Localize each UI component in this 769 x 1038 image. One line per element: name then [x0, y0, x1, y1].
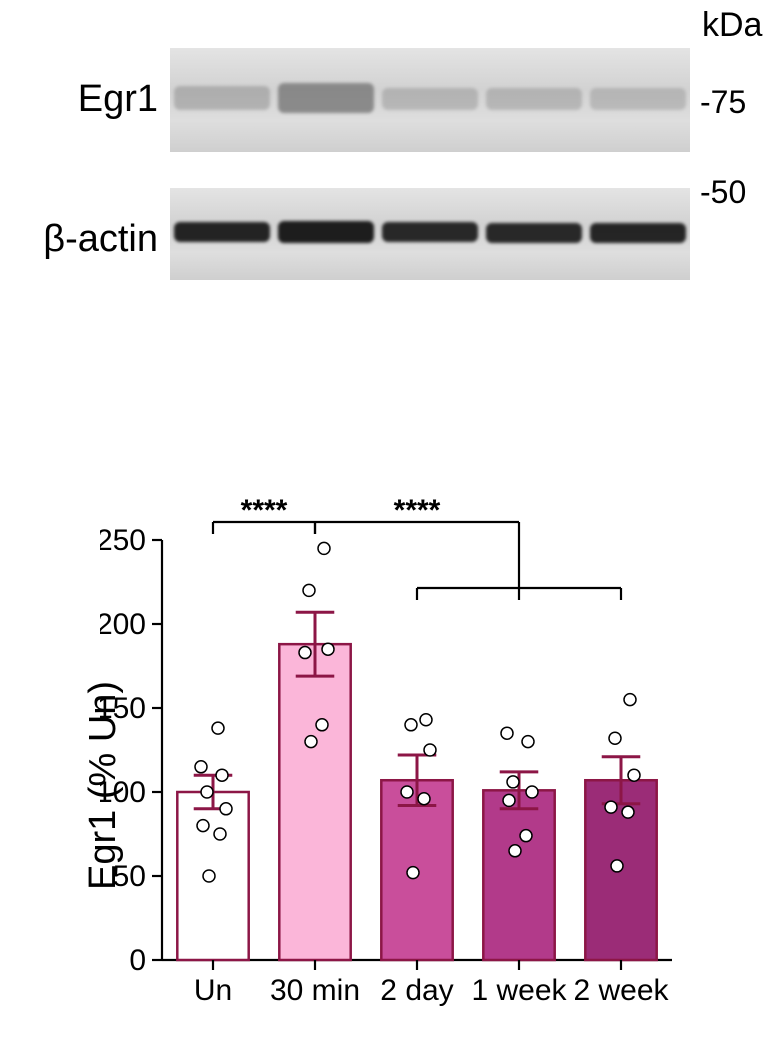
- data-point: [303, 584, 315, 596]
- lane: [482, 188, 586, 280]
- data-point: [424, 744, 436, 756]
- blot-box: [170, 48, 690, 152]
- data-point: [624, 694, 636, 706]
- data-point: [305, 736, 317, 748]
- band: [486, 223, 582, 243]
- band: [278, 83, 374, 113]
- band: [590, 223, 686, 243]
- data-point: [526, 786, 538, 798]
- mw-marker-label: -75: [700, 84, 746, 121]
- x-tick-label: 1 week: [471, 974, 567, 1007]
- band: [590, 88, 686, 110]
- data-point: [214, 828, 226, 840]
- lane: [170, 188, 274, 280]
- data-point: [212, 722, 224, 734]
- x-tick-label: Un: [194, 974, 232, 1007]
- blot-box: [170, 188, 690, 280]
- data-point: [509, 845, 521, 857]
- data-point: [420, 714, 432, 726]
- data-point: [418, 793, 430, 805]
- data-point: [322, 643, 334, 655]
- lane: [274, 48, 378, 152]
- x-tick-label: 30 min: [270, 974, 360, 1007]
- figure-root: kDa Egr1β-actin-75-50 050100150200250Un3…: [0, 0, 769, 1038]
- data-point: [522, 736, 534, 748]
- data-point: [195, 761, 207, 773]
- band: [278, 221, 374, 243]
- bar-chart-svg: 050100150200250Un30 min2 day1 week2 week…: [100, 470, 690, 1010]
- data-point: [503, 794, 515, 806]
- data-point: [299, 647, 311, 659]
- data-point: [611, 860, 623, 872]
- data-point: [520, 830, 532, 842]
- data-point: [605, 801, 617, 813]
- lane: [586, 188, 690, 280]
- band: [382, 88, 478, 110]
- data-point: [628, 769, 640, 781]
- y-tick-label: 200: [100, 608, 146, 641]
- data-point: [405, 719, 417, 731]
- blot-row-label: β-actin: [8, 218, 158, 261]
- y-tick-label: 0: [129, 944, 146, 977]
- data-point: [220, 803, 232, 815]
- blot-row-label: Egr1: [8, 78, 158, 121]
- data-point: [401, 786, 413, 798]
- lane: [170, 48, 274, 152]
- kda-label: kDa: [702, 6, 762, 45]
- y-tick-label: 250: [100, 524, 146, 557]
- lane: [274, 188, 378, 280]
- data-point: [609, 732, 621, 744]
- lane: [482, 48, 586, 152]
- band: [382, 222, 478, 242]
- sig-stars: ****: [394, 494, 441, 527]
- band: [174, 222, 270, 242]
- band: [174, 86, 270, 110]
- data-point: [622, 806, 634, 818]
- lane: [586, 48, 690, 152]
- bar: [279, 644, 350, 960]
- lane: [378, 188, 482, 280]
- data-point: [316, 719, 328, 731]
- lane: [378, 48, 482, 152]
- band: [486, 88, 582, 110]
- bar: [483, 790, 554, 960]
- data-point: [197, 820, 209, 832]
- sig-stars: ****: [241, 494, 288, 527]
- data-point: [407, 867, 419, 879]
- data-point: [201, 786, 213, 798]
- x-tick-label: 2 week: [573, 974, 669, 1007]
- x-tick-label: 2 day: [380, 974, 453, 1007]
- y-axis-label: Egr1 (% Un): [82, 681, 125, 890]
- mw-marker-label: -50: [700, 174, 746, 211]
- data-point: [501, 727, 513, 739]
- data-point: [507, 776, 519, 788]
- data-point: [203, 870, 215, 882]
- data-point: [318, 542, 330, 554]
- bar-chart: 050100150200250Un30 min2 day1 week2 week…: [100, 470, 690, 1010]
- data-point: [216, 769, 228, 781]
